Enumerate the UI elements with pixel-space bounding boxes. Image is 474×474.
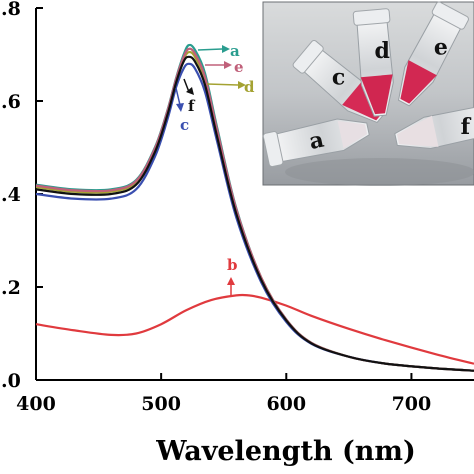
- arrowhead-a: [222, 45, 230, 53]
- y-tick-label-1: .2: [1, 277, 21, 299]
- annotation-layer: a e d f c b: [175, 42, 255, 296]
- arrowhead-f: [186, 87, 194, 95]
- tube-d: d: [352, 8, 394, 117]
- annotation-label-c: c: [180, 116, 189, 134]
- y-tick-label-3: .6: [1, 91, 21, 113]
- x-tick-label-600: 600: [266, 393, 306, 415]
- arrow-d: [206, 83, 239, 86]
- arrow-c: [175, 87, 181, 106]
- tube-label-e: e: [434, 34, 448, 60]
- tube-liquid-e: [400, 60, 437, 104]
- arrowhead-e: [224, 61, 232, 69]
- series-layer: [35, 43, 474, 372]
- tube-liquid-d: [360, 74, 393, 115]
- annotation-label-d: d: [244, 78, 255, 96]
- tube-e: e: [398, 1, 469, 107]
- x-tick-label-400: 400: [16, 393, 56, 415]
- annotation-label-a: a: [230, 42, 240, 60]
- tube-label-d: d: [374, 38, 389, 64]
- arrowhead-b: [227, 277, 235, 285]
- y-tick-label-0: .0: [1, 370, 21, 392]
- arrow-f: [183, 78, 190, 93]
- tube-a: a: [262, 118, 370, 168]
- x-axis-title: Wavelength (nm): [155, 436, 416, 467]
- annotation-label-e: e: [234, 58, 244, 76]
- tube-f: f: [394, 104, 474, 150]
- x-tick-label-500: 500: [141, 393, 181, 415]
- annotation-label-f: f: [188, 97, 196, 115]
- y-tick-label-4: .8: [1, 0, 21, 20]
- inset-photo-shadow: [285, 158, 474, 186]
- arrowhead-d: [238, 81, 246, 89]
- series-line-b: [35, 293, 474, 365]
- arrow-a: [197, 48, 223, 51]
- arrowhead-c: [176, 103, 184, 112]
- x-tick-label-700: 700: [392, 393, 432, 415]
- y-tick-label-2: .4: [1, 184, 21, 206]
- y-tick-labels: .0 .2 .4 .6 .8: [1, 0, 21, 392]
- x-ticks: [35, 373, 413, 380]
- tube-label-f: f: [461, 114, 472, 140]
- series-line-f: [35, 55, 474, 372]
- x-tick-labels: 400 500 600 700: [16, 393, 431, 415]
- tube-label-c: c: [332, 65, 345, 91]
- tube-liquid-f: [396, 115, 439, 147]
- annotation-label-b: b: [227, 256, 238, 274]
- tube-label-a: a: [307, 127, 326, 155]
- inset-photo: a c d e f: [262, 1, 474, 186]
- tube-liquid-a: [337, 120, 368, 149]
